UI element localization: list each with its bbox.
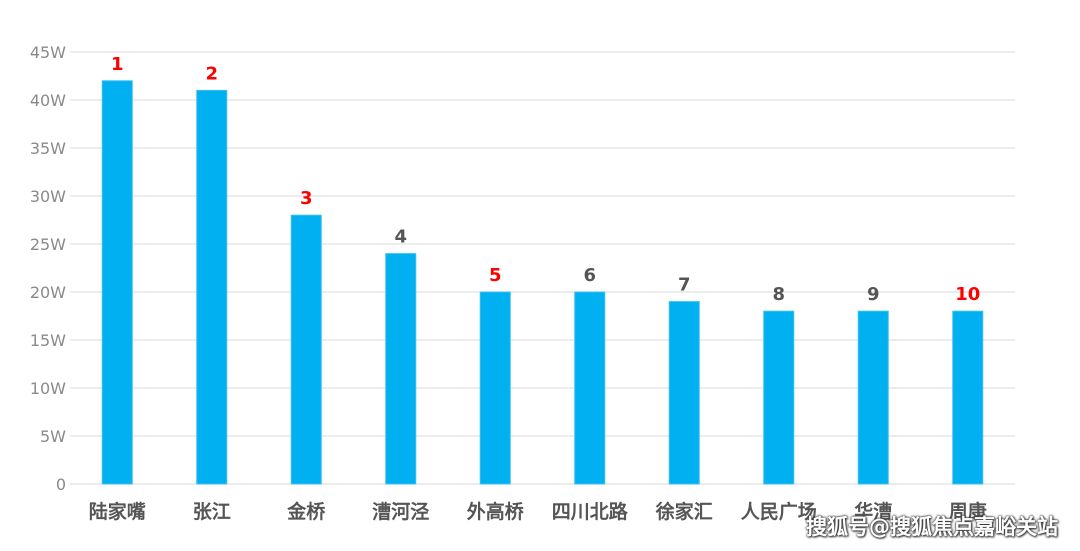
rank-label: 5 (489, 265, 502, 286)
bar (101, 80, 133, 485)
x-tick-label: 外高桥 (467, 500, 525, 523)
y-tick-label: 0 (56, 475, 66, 494)
y-tick-label: 30W (30, 187, 66, 206)
y-tick-label: 25W (30, 235, 66, 254)
rank-label: 3 (300, 188, 313, 209)
bars (101, 80, 984, 485)
bar (290, 214, 322, 485)
rank-label: 1 (111, 54, 124, 75)
x-tick-label: 徐家汇 (655, 500, 713, 523)
x-tick-label: 华漕 (854, 500, 892, 523)
x-tick-label: 金桥 (286, 500, 326, 523)
rank-label: 9 (867, 284, 880, 305)
rank-label: 6 (583, 265, 596, 286)
y-axis: 0 5W 10W 15W 20W 25W 30W 35W 40W 45W (30, 43, 66, 494)
rank-label: 2 (205, 63, 218, 84)
bar (857, 310, 889, 485)
rank-label: 8 (772, 284, 785, 305)
y-tick-label: 40W (30, 91, 66, 110)
y-tick-label: 35W (30, 139, 66, 158)
x-tick-label: 张江 (193, 501, 231, 523)
rank-label: 10 (955, 284, 980, 305)
bar (952, 310, 984, 485)
x-tick-label: 人民广场 (741, 500, 817, 523)
x-tick-label: 周康 (949, 500, 988, 523)
x-tick-label: 陆家嘴 (89, 500, 146, 523)
y-tick-label: 45W (30, 43, 66, 62)
bar (385, 253, 417, 485)
bar (668, 301, 700, 485)
bar (574, 291, 606, 485)
y-tick-label: 20W (30, 283, 66, 302)
x-axis: 陆家嘴 张江 金桥 漕河泾 外高桥 四川北路 徐家汇 人民广场 华漕 周康 (89, 500, 988, 523)
x-tick-label: 四川北路 (552, 500, 629, 523)
y-tick-label: 5W (40, 427, 66, 446)
bar (763, 310, 795, 485)
rank-label: 7 (678, 275, 691, 296)
bar (196, 89, 228, 485)
rank-labels: 1 2 3 4 5 6 7 8 9 10 (111, 54, 980, 305)
y-tick-label: 15W (30, 331, 66, 350)
gridlines (70, 51, 1015, 485)
y-tick-label: 10W (30, 379, 66, 398)
rank-label: 4 (394, 227, 407, 248)
watermark-text: 搜狐号@搜狐焦点嘉峪关站 (806, 515, 1058, 539)
x-tick-label: 漕河泾 (372, 500, 429, 523)
bar (479, 291, 511, 485)
